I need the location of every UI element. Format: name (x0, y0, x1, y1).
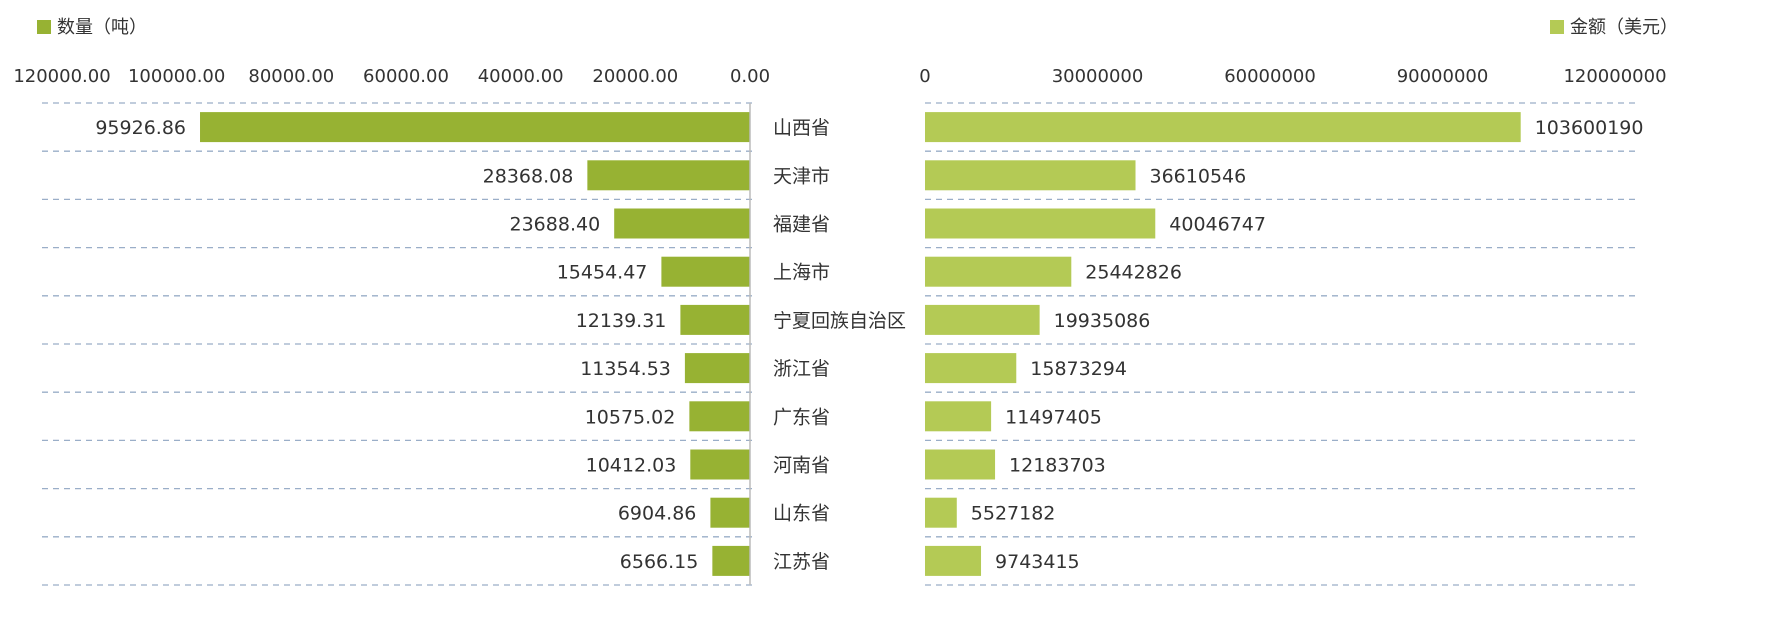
right-bar-value-label: 40046747 (1169, 214, 1266, 236)
legend-left: 数量（吨） (37, 17, 147, 38)
category-label: 浙江省 (773, 358, 830, 380)
legend-right: 金额（美元） (1550, 17, 1678, 38)
right-bar-value-label: 19935086 (1054, 310, 1151, 332)
right-x-axis-ticks: 0 30000000 60000000 90000000 120000000 (919, 66, 1666, 87)
left-x-tick-label: 60000.00 (363, 66, 449, 87)
right-bar-value-label: 103600190 (1535, 117, 1644, 139)
left-bar (680, 304, 750, 335)
right-x-tick-label: 90000000 (1397, 66, 1489, 87)
left-bar-value-label: 23688.40 (510, 214, 601, 236)
right-bar-value-label: 11497405 (1005, 406, 1102, 428)
left-bar-value-label: 6904.86 (618, 503, 697, 525)
left-bar (587, 160, 750, 191)
right-bar (925, 208, 1156, 239)
left-bar (712, 545, 750, 576)
left-bar-value-label: 10575.02 (585, 406, 676, 428)
category-label: 河南省 (773, 455, 830, 477)
right-bar (925, 112, 1521, 143)
left-bar (684, 353, 750, 384)
right-bar-value-label: 36610546 (1150, 165, 1247, 187)
right-bar-value-label: 12183703 (1009, 455, 1106, 477)
left-x-tick-label: 120000.00 (13, 66, 110, 87)
category-label: 广东省 (773, 406, 830, 428)
category-label: 山西省 (773, 117, 830, 139)
left-bar-value-label: 28368.08 (483, 165, 574, 187)
right-bar (925, 304, 1040, 335)
left-bar-value-label: 95926.86 (95, 117, 186, 139)
category-label: 福建省 (773, 214, 830, 236)
right-bar-value-label: 9743415 (995, 551, 1080, 573)
left-bar (690, 449, 750, 480)
category-label: 江苏省 (773, 551, 830, 573)
left-bar (689, 401, 750, 432)
left-x-tick-label: 0.00 (730, 66, 770, 87)
legend-label-right: 金额（美元） (1570, 17, 1678, 38)
right-bar (925, 545, 982, 576)
left-bars: 95926.86 28368.08 23688.40 15454.47 12139.31… (95, 112, 750, 576)
right-bar-value-label: 5527182 (971, 503, 1056, 525)
legend-swatch-right (1550, 20, 1564, 34)
grid-lines (42, 102, 1636, 586)
category-label: 天津市 (773, 165, 830, 187)
left-x-tick-label: 80000.00 (248, 66, 334, 87)
right-bar (925, 353, 1017, 384)
right-bar (925, 256, 1072, 287)
left-x-tick-label: 100000.00 (128, 66, 225, 87)
right-x-tick-label: 0 (919, 66, 930, 87)
right-bar-value-label: 25442826 (1085, 262, 1182, 284)
category-label: 上海市 (773, 262, 830, 284)
left-bar (710, 497, 750, 528)
right-x-tick-label: 120000000 (1563, 66, 1666, 87)
left-bar (614, 208, 750, 239)
right-bars: 103600190 36610546 40046747 25442826 1993508… (925, 112, 1643, 576)
right-x-tick-label: 60000000 (1224, 66, 1316, 87)
legend-label-left: 数量（吨） (57, 17, 147, 38)
left-bar-value-label: 11354.53 (580, 358, 671, 380)
right-bar (925, 497, 957, 528)
left-x-tick-label: 20000.00 (592, 66, 678, 87)
left-bar-value-label: 15454.47 (557, 262, 648, 284)
category-label: 宁夏回族自治区 (773, 310, 906, 332)
left-bar (661, 256, 750, 287)
left-x-axis-ticks: 0.00 20000.00 40000.00 60000.00 80000.00 1000… (13, 66, 770, 87)
right-x-tick-label: 30000000 (1052, 66, 1144, 87)
left-bar-value-label: 10412.03 (586, 455, 677, 477)
right-bar (925, 449, 996, 480)
right-bar (925, 160, 1136, 191)
left-bar (200, 112, 750, 143)
left-bar-value-label: 6566.15 (620, 551, 699, 573)
right-bar-value-label: 15873294 (1030, 358, 1127, 380)
left-bar-value-label: 12139.31 (576, 310, 667, 332)
category-label: 山东省 (773, 503, 830, 525)
right-bar (925, 401, 992, 432)
legend-swatch-left (37, 20, 51, 34)
left-x-tick-label: 40000.00 (478, 66, 564, 87)
